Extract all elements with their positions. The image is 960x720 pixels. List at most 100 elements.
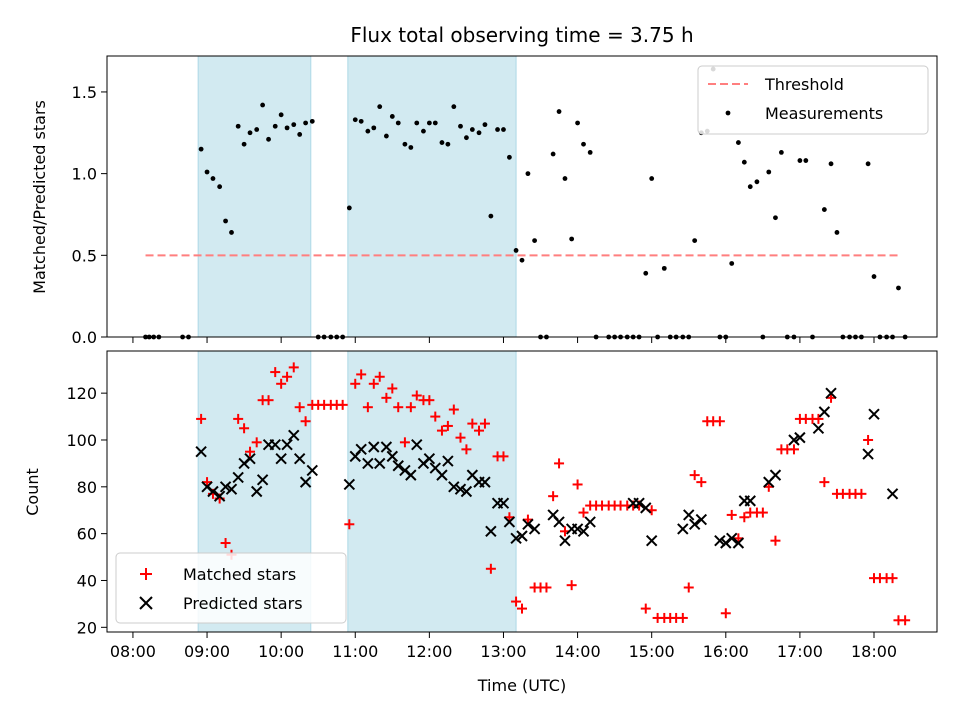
- predicted-star-point: [362, 457, 374, 470]
- top-legend: Threshold Measurements: [697, 65, 929, 135]
- predicted-star-point: [640, 502, 652, 514]
- matched-star-point: [270, 367, 281, 378]
- measurement-point: [495, 127, 500, 132]
- matched-star-point: [405, 402, 416, 413]
- measurement-point: [569, 236, 575, 242]
- predicted-star-point: [207, 485, 219, 498]
- measurement-point: [766, 169, 772, 175]
- bottom-x-tick-label: 17:00: [777, 642, 823, 661]
- predicted-star-point: [825, 387, 837, 399]
- measurement-point: [562, 176, 568, 181]
- predicted-star-point: [479, 476, 491, 488]
- top-y-axis-label: Matched/Predicted stars: [30, 100, 49, 294]
- legend-predicted-label: Predicted stars: [183, 594, 303, 613]
- predicted-star-point: [584, 516, 596, 528]
- predicted-star-point: [195, 445, 207, 458]
- measurement-point: [365, 128, 371, 134]
- predicted-star-point: [454, 483, 467, 495]
- measurement-point: [383, 133, 389, 139]
- top-shade-band: [347, 55, 517, 338]
- legend-matched-label: Matched stars: [183, 565, 296, 584]
- legend-threshold-label: Threshold: [764, 75, 844, 94]
- measurement-point: [828, 161, 834, 167]
- predicted-star-point: [812, 422, 825, 434]
- bottom-x-tick-label: 12:00: [406, 642, 452, 661]
- predicted-star-point: [405, 469, 417, 481]
- matched-star-point: [696, 477, 707, 488]
- top-x-ticks: [132, 337, 875, 343]
- predicted-star-point: [726, 532, 738, 545]
- matched-star-point: [788, 444, 799, 455]
- bottom-x-tick-label: 15:00: [629, 642, 675, 661]
- bottom-shade-band: [347, 350, 517, 633]
- matched-star-point: [356, 369, 367, 380]
- measurement-point: [303, 120, 309, 126]
- matched-star-point: [233, 413, 244, 424]
- top-y-tick-label: 0.5: [72, 246, 97, 265]
- predicted-star-point: [794, 431, 806, 444]
- figure-title: Flux total observing time = 3.75 h: [350, 23, 693, 47]
- predicted-star-point: [299, 476, 312, 488]
- matched-star-point: [294, 402, 305, 413]
- measurement-point: [272, 123, 278, 129]
- bottom-plot-frame: [106, 350, 938, 633]
- predicted-star-point: [442, 455, 454, 467]
- measurement-point: [550, 151, 556, 157]
- matched-star-point: [887, 573, 898, 584]
- measurement-point: [575, 120, 580, 126]
- top-y-tick-label: 0.0: [72, 328, 97, 347]
- predicted-star-point: [559, 534, 571, 547]
- predicted-star-point: [862, 448, 874, 460]
- legend-predicted-swatch: [139, 596, 153, 610]
- matched-star-point: [300, 416, 311, 427]
- matched-star-point: [689, 470, 700, 481]
- matched-star-point: [263, 395, 274, 406]
- measurement-point: [445, 141, 451, 147]
- matched-star-point: [856, 488, 867, 499]
- matched-star-point: [393, 402, 404, 413]
- predicted-star-point: [225, 483, 238, 495]
- matched-star-point: [282, 371, 293, 382]
- predicted-star-point: [577, 525, 590, 538]
- matched-star-point: [411, 390, 422, 401]
- predicted-star-point: [343, 478, 356, 491]
- measurement-point: [692, 238, 698, 244]
- bottom-x-tick-label: 08:00: [110, 642, 156, 661]
- matched-star-point: [819, 477, 830, 488]
- predicted-stars-points: [195, 387, 899, 549]
- measurement-point: [556, 109, 562, 114]
- matched-star-point: [337, 399, 348, 410]
- legend-measurements-swatch: [725, 110, 731, 116]
- bottom-x-tick-label: 14:00: [555, 642, 601, 661]
- matched-star-point: [245, 446, 256, 457]
- matched-star-point: [572, 479, 583, 490]
- matched-star-point: [900, 615, 911, 626]
- measurement-point: [210, 176, 216, 181]
- measurement-point: [754, 179, 760, 185]
- top-y-tick-label: 1.5: [72, 83, 97, 102]
- predicted-star-point: [256, 474, 269, 486]
- matched-star-point: [455, 432, 466, 443]
- measurement-point: [414, 120, 420, 126]
- top-y-tick-label: 1.0: [72, 165, 97, 184]
- predicted-star-point: [714, 534, 726, 547]
- measurement-point: [358, 118, 364, 124]
- matched-star-point: [220, 538, 231, 549]
- predicted-star-point: [219, 481, 232, 493]
- matched-star-point: [517, 603, 527, 614]
- measurement-point: [377, 104, 383, 110]
- matched-star-point: [474, 425, 485, 436]
- measurement-point: [235, 123, 241, 129]
- predicted-star-point: [528, 523, 541, 535]
- measurement-point: [198, 146, 204, 152]
- measurement-point: [865, 161, 871, 167]
- measurement-point: [439, 140, 445, 145]
- matched-star-point: [813, 413, 824, 424]
- matched-stars-points: [196, 362, 911, 626]
- bottom-x-tick-label: 10:00: [258, 642, 304, 661]
- predicted-star-point: [213, 490, 226, 502]
- predicted-star-point: [269, 438, 281, 451]
- predicted-star-point: [688, 518, 701, 530]
- measurement-point: [309, 118, 315, 124]
